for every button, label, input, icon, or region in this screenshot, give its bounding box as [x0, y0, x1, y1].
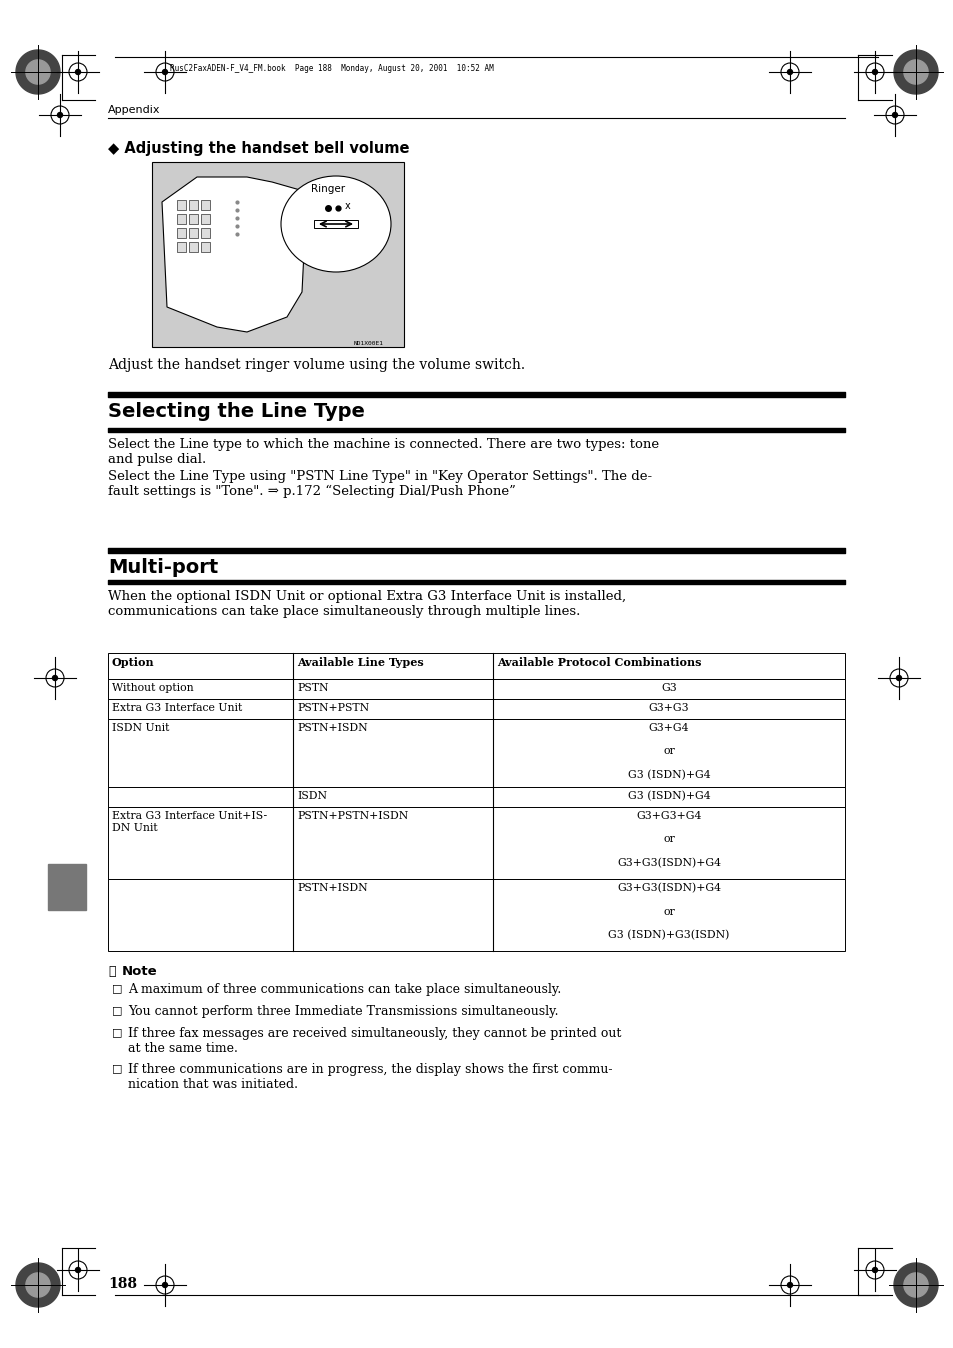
Polygon shape [16, 1263, 60, 1308]
Bar [201, 200, 210, 210]
Text: 188: 188 [108, 1277, 137, 1291]
Bar [108, 700, 844, 718]
Text: ND1X00E1: ND1X00E1 [354, 341, 384, 346]
Text: PSTN+ISDN: PSTN+ISDN [296, 883, 367, 892]
Text: ISDN: ISDN [296, 791, 327, 801]
Bar [108, 652, 844, 679]
Text: Multi-port: Multi-port [108, 558, 218, 577]
Bar [189, 214, 198, 224]
Text: PSTN+PSTN+ISDN: PSTN+PSTN+ISDN [296, 811, 408, 821]
Text: □: □ [112, 1027, 122, 1037]
Bar [189, 228, 198, 239]
Text: You cannot perform three Immediate Transmissions simultaneously.: You cannot perform three Immediate Trans… [128, 1006, 558, 1018]
Polygon shape [162, 177, 307, 332]
Text: ISDN Unit: ISDN Unit [112, 723, 170, 733]
Text: □: □ [112, 1006, 122, 1015]
Bar [314, 220, 357, 228]
Ellipse shape [281, 177, 391, 272]
Bar [201, 228, 210, 239]
Circle shape [896, 675, 901, 681]
Bar [152, 162, 403, 346]
Text: Select the Line type to which the machine is connected. There are two types: ton: Select the Line type to which the machin… [108, 438, 659, 466]
Circle shape [75, 70, 80, 74]
Text: When the optional ISDN Unit or optional Extra G3 Interface Unit is installed,
co: When the optional ISDN Unit or optional … [108, 590, 625, 617]
Circle shape [52, 675, 57, 681]
Polygon shape [893, 50, 937, 94]
Text: ◆ Adjusting the handset bell volume: ◆ Adjusting the handset bell volume [108, 142, 409, 156]
Circle shape [57, 112, 63, 117]
Text: G3 (ISDN)+G4: G3 (ISDN)+G4 [627, 791, 710, 801]
Text: PSTN+ISDN: PSTN+ISDN [296, 723, 367, 733]
Text: □: □ [112, 983, 122, 993]
Text: G3+G3+G4

or

G3+G3(ISDN)+G4: G3+G3+G4 or G3+G3(ISDN)+G4 [617, 811, 720, 868]
Polygon shape [16, 50, 60, 94]
Bar [189, 200, 198, 210]
Bar [108, 787, 844, 807]
Bar [201, 214, 210, 224]
Text: If three fax messages are received simultaneously, they cannot be printed out
at: If three fax messages are received simul… [128, 1027, 620, 1055]
Text: Extra G3 Interface Unit+IS-
DN Unit: Extra G3 Interface Unit+IS- DN Unit [112, 811, 267, 833]
Bar [48, 864, 86, 910]
Circle shape [786, 1282, 792, 1287]
Bar [108, 807, 844, 879]
Text: Available Line Types: Available Line Types [296, 656, 423, 669]
Bar [108, 679, 844, 700]
Bar [177, 200, 186, 210]
Text: Extra G3 Interface Unit: Extra G3 Interface Unit [112, 704, 242, 713]
Text: Ringer: Ringer [311, 183, 345, 194]
Circle shape [872, 1267, 877, 1273]
Text: Note: Note [122, 965, 157, 979]
Bar [177, 243, 186, 252]
Text: RusC2FaxADEN-F_V4_FM.book  Page 188  Monday, August 20, 2001  10:52 AM: RusC2FaxADEN-F_V4_FM.book Page 188 Monda… [170, 63, 494, 73]
Bar [177, 228, 186, 239]
Text: Select the Line Type using "PSTN Line Type" in "Key Operator Settings". The de-
: Select the Line Type using "PSTN Line Ty… [108, 470, 652, 499]
Text: Appendix: Appendix [108, 105, 160, 115]
Bar [108, 718, 844, 787]
Text: Selecting the Line Type: Selecting the Line Type [108, 402, 364, 421]
Circle shape [162, 1282, 168, 1287]
Polygon shape [902, 59, 927, 84]
Text: G3+G3(ISDN)+G4

or

G3 (ISDN)+G3(ISDN): G3+G3(ISDN)+G4 or G3 (ISDN)+G3(ISDN) [608, 883, 729, 940]
Polygon shape [26, 1273, 51, 1297]
Text: G3: G3 [660, 683, 677, 693]
Text: □: □ [112, 1064, 122, 1073]
Bar [201, 243, 210, 252]
Circle shape [162, 70, 168, 74]
Circle shape [786, 70, 792, 74]
Bar [189, 243, 198, 252]
Text: If three communications are in progress, the display shows the first commu-
nica: If three communications are in progress,… [128, 1064, 612, 1091]
Text: G3+G3: G3+G3 [648, 704, 689, 713]
Polygon shape [902, 1273, 927, 1297]
Text: G3+G4

or

G3 (ISDN)+G4: G3+G4 or G3 (ISDN)+G4 [627, 723, 710, 779]
Text: PSTN: PSTN [296, 683, 328, 693]
Text: Available Protocol Combinations: Available Protocol Combinations [497, 656, 700, 669]
Text: Adjust the handset ringer volume using the volume switch.: Adjust the handset ringer volume using t… [108, 359, 524, 372]
Circle shape [892, 112, 897, 117]
Circle shape [872, 70, 877, 74]
Circle shape [75, 1267, 80, 1273]
Text: Option: Option [112, 656, 154, 669]
Bar [177, 214, 186, 224]
Text: A maximum of three communications can take place simultaneously.: A maximum of three communications can ta… [128, 983, 560, 996]
Text: 📝: 📝 [108, 965, 115, 979]
Polygon shape [893, 1263, 937, 1308]
Text: 11: 11 [50, 869, 81, 890]
Polygon shape [26, 59, 51, 84]
Bar [108, 879, 844, 950]
Text: Without option: Without option [112, 683, 193, 693]
Text: PSTN+PSTN: PSTN+PSTN [296, 704, 369, 713]
Text: x: x [345, 201, 351, 212]
